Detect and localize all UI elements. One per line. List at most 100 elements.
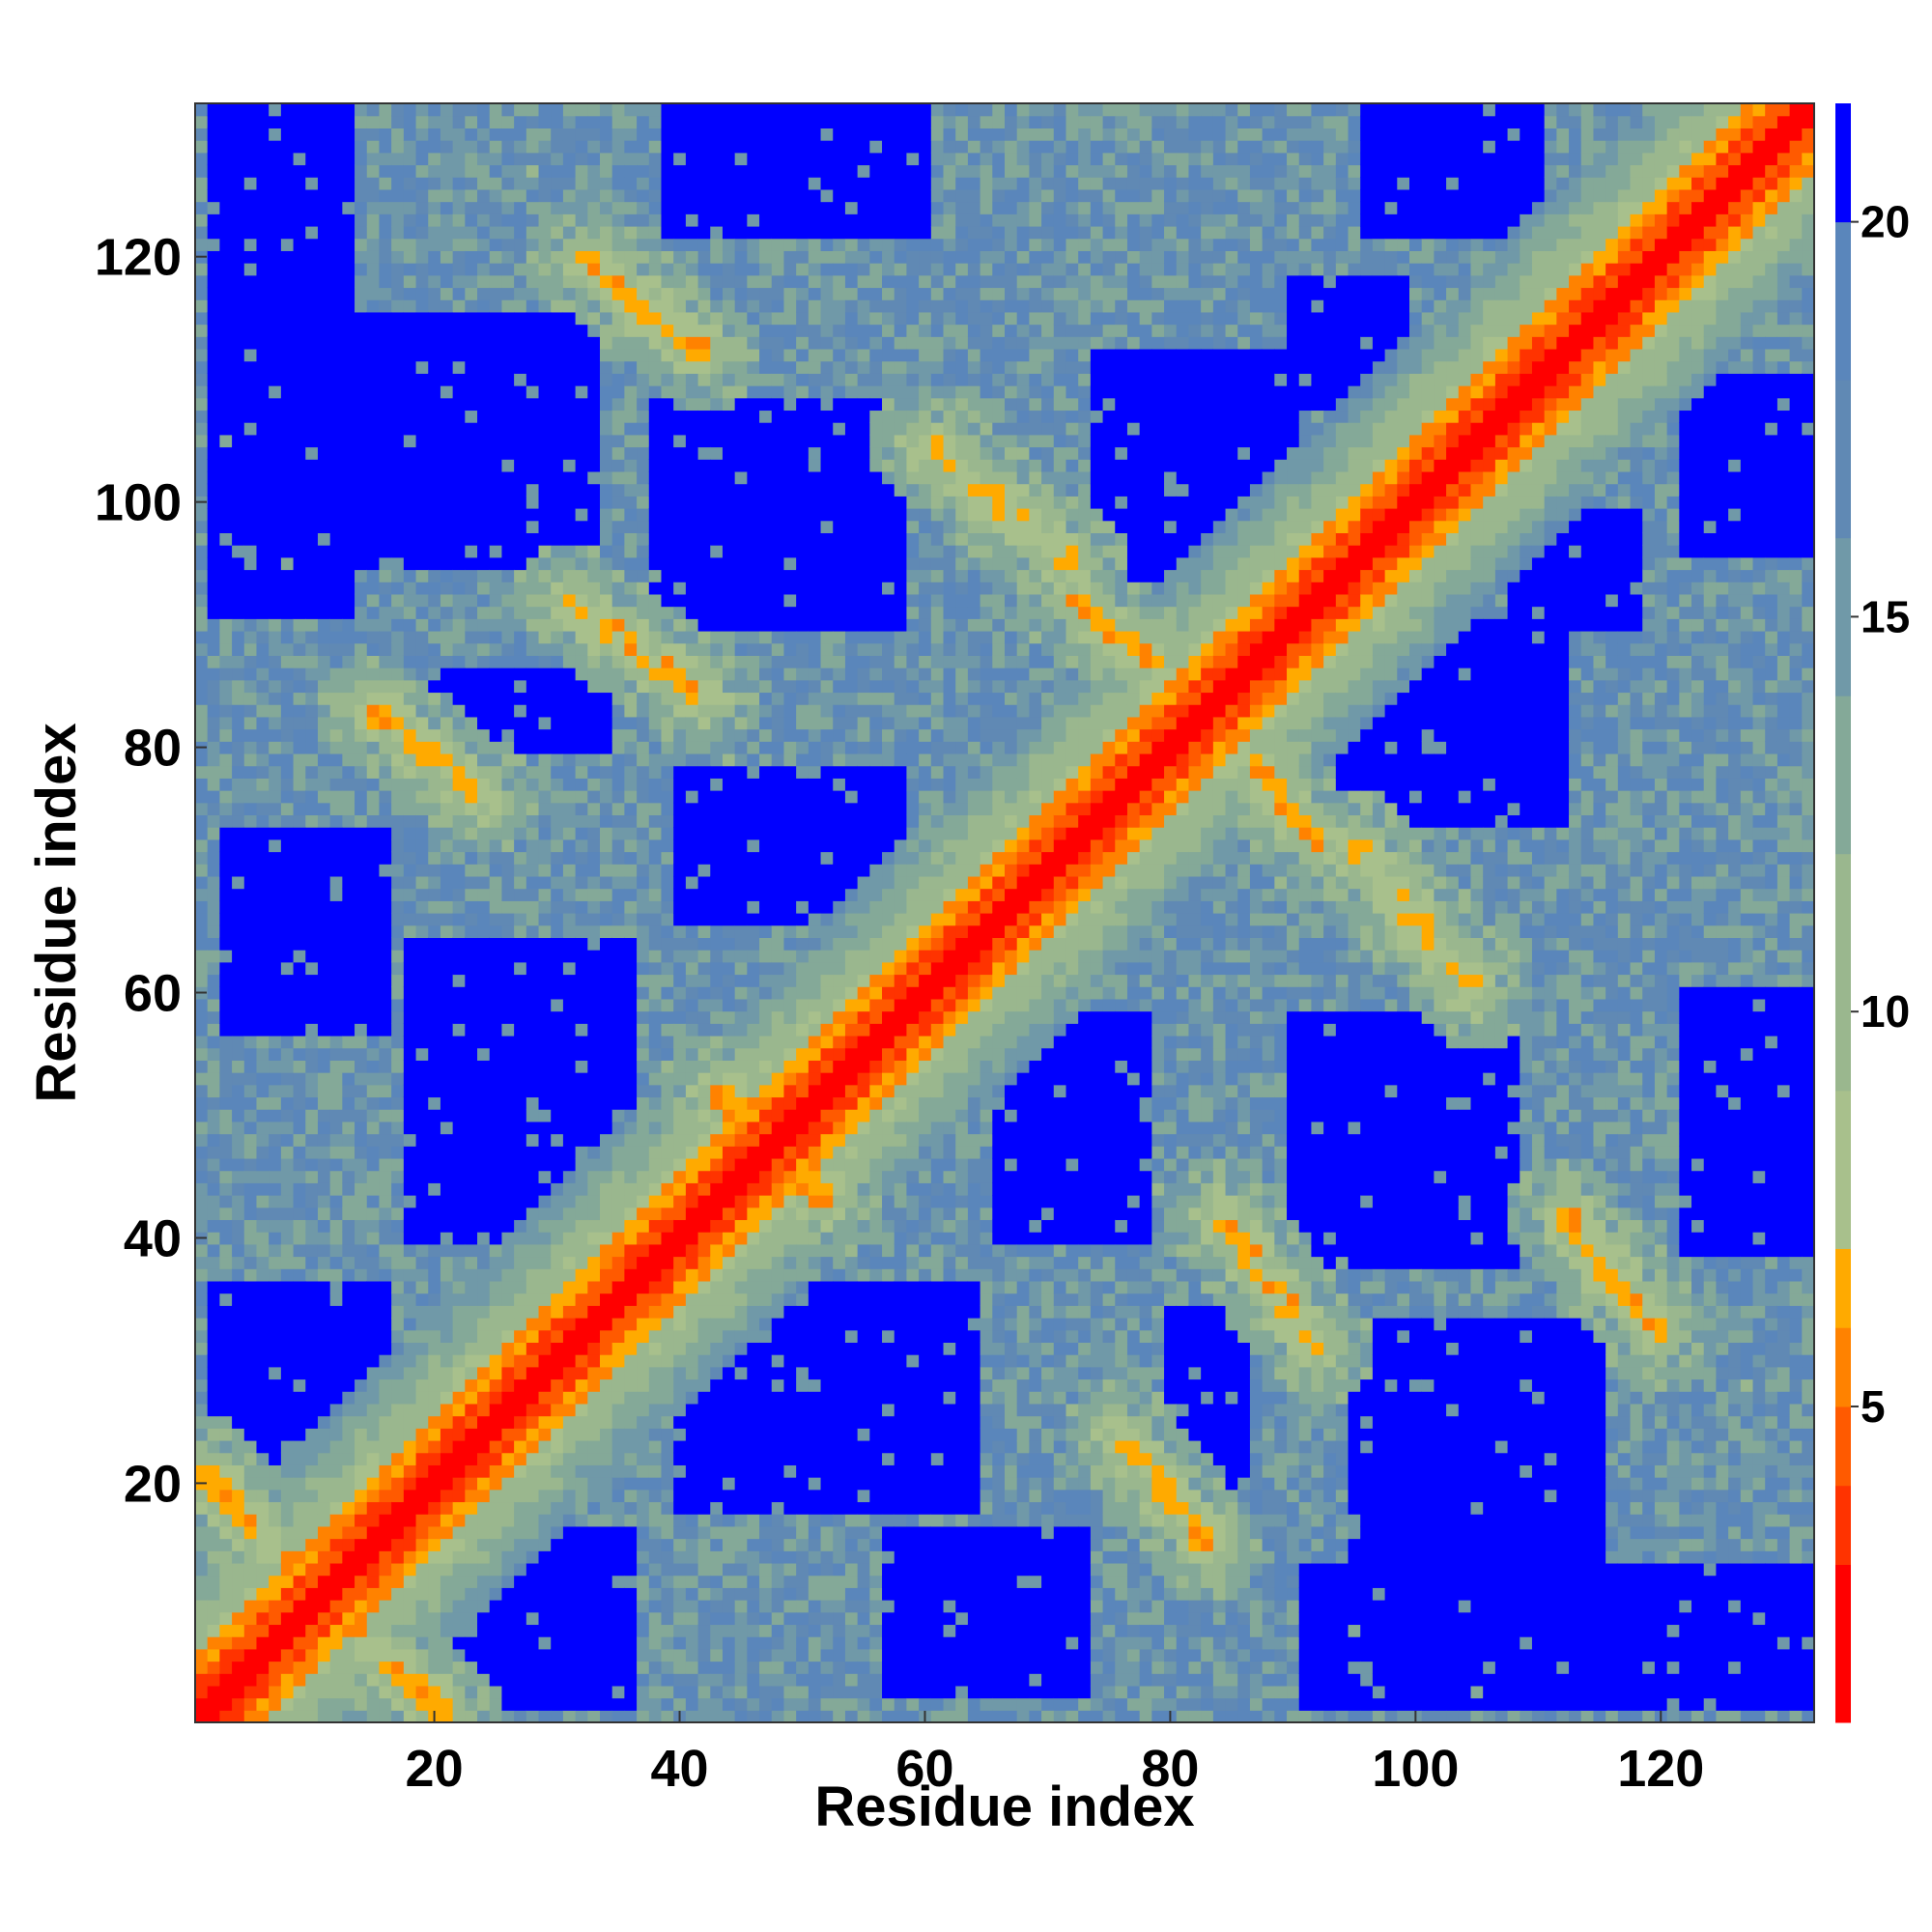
heatmap-cell — [305, 1182, 318, 1195]
heatmap-cell — [195, 778, 208, 790]
heatmap-cell — [219, 1109, 232, 1122]
heatmap-cell — [281, 1404, 294, 1416]
heatmap-cell — [244, 103, 257, 116]
heatmap-cell — [244, 521, 257, 533]
heatmap-cell — [355, 422, 367, 435]
heatmap-cell — [294, 521, 306, 533]
heatmap-cell — [281, 1182, 294, 1195]
heatmap-cell — [305, 299, 318, 312]
heatmap-cell — [219, 876, 232, 889]
heatmap-cell — [355, 1182, 367, 1195]
heatmap-cell — [379, 1624, 391, 1636]
heatmap-cell — [367, 1686, 380, 1698]
heatmap-cell — [367, 1122, 380, 1134]
heatmap-cell — [208, 1662, 220, 1674]
heatmap-cell — [232, 631, 244, 643]
heatmap-cell — [219, 1060, 232, 1072]
heatmap-cell — [195, 1514, 208, 1526]
heatmap-cell — [305, 410, 318, 422]
heatmap-cell — [367, 226, 380, 239]
heatmap-cell — [330, 1600, 343, 1612]
heatmap-cell — [391, 618, 404, 631]
heatmap-cell — [219, 1514, 232, 1526]
heatmap-cell — [256, 177, 269, 189]
heatmap-cell — [367, 1464, 380, 1477]
heatmap-cell — [219, 1378, 232, 1391]
heatmap-cell — [379, 1023, 391, 1036]
heatmap-cell — [232, 202, 244, 214]
heatmap-cell — [219, 1391, 232, 1404]
heatmap-cell — [391, 1244, 404, 1257]
heatmap-cell — [355, 925, 367, 938]
heatmap-cell — [232, 618, 244, 631]
heatmap-cell — [294, 643, 306, 656]
heatmap-cell — [244, 1171, 257, 1183]
heatmap-cell — [355, 336, 367, 349]
heatmap-cell — [195, 1096, 208, 1109]
heatmap-cell — [195, 1257, 208, 1269]
heatmap-cell — [281, 680, 294, 693]
heatmap-cell — [208, 778, 220, 790]
heatmap-cell — [367, 336, 380, 349]
heatmap-cell — [208, 986, 220, 999]
heatmap-cell — [330, 729, 343, 742]
heatmap-cell — [219, 937, 232, 950]
heatmap-cell — [256, 729, 269, 742]
heatmap-cell — [244, 471, 257, 484]
heatmap-cell — [294, 447, 306, 460]
heatmap-cell — [256, 1354, 269, 1367]
heatmap-cell — [355, 202, 367, 214]
heatmap-cell — [355, 962, 367, 975]
heatmap-cell — [281, 361, 294, 374]
heatmap-cell — [305, 827, 318, 839]
heatmap-cell — [219, 1011, 232, 1024]
heatmap-cell — [195, 1354, 208, 1367]
heatmap-cell — [318, 1281, 330, 1293]
heatmap-cell — [305, 202, 318, 214]
heatmap-cell — [342, 1612, 355, 1625]
heatmap-cell — [269, 717, 281, 729]
heatmap-cell — [269, 471, 281, 484]
heatmap-cell — [232, 140, 244, 153]
heatmap-cell — [318, 900, 330, 913]
heatmap-cell — [219, 1440, 232, 1453]
heatmap-cell — [208, 1576, 220, 1588]
heatmap-cell — [256, 900, 269, 913]
heatmap-cell — [367, 496, 380, 508]
heatmap-cell — [342, 435, 355, 447]
heatmap-cell — [232, 1195, 244, 1208]
heatmap-cell — [219, 986, 232, 999]
heatmap-cell — [281, 1085, 294, 1097]
heatmap-cell — [232, 1219, 244, 1232]
heatmap-cell — [281, 239, 294, 251]
heatmap-cell — [391, 557, 404, 570]
heatmap-cell — [305, 1464, 318, 1477]
heatmap-cell — [294, 1673, 306, 1686]
heatmap-cell — [305, 1208, 318, 1220]
heatmap-cell — [342, 325, 355, 337]
heatmap-cell — [305, 1158, 318, 1171]
heatmap-cell — [195, 1698, 208, 1711]
heatmap-cell — [379, 1612, 391, 1625]
heatmap-cell — [391, 484, 404, 497]
heatmap-cell — [256, 1636, 269, 1649]
heatmap-cell — [294, 1072, 306, 1085]
heatmap-cell — [330, 937, 343, 950]
heatmap-cell — [219, 435, 232, 447]
heatmap-cell — [294, 1367, 306, 1379]
heatmap-cell — [269, 766, 281, 779]
heatmap-cell — [195, 1576, 208, 1588]
heatmap-cell — [355, 325, 367, 337]
heatmap-cell — [318, 668, 330, 680]
heatmap-cell — [367, 1428, 380, 1440]
heatmap-cell — [355, 1244, 367, 1257]
heatmap-cell — [305, 766, 318, 779]
heatmap-cell — [294, 839, 306, 852]
heatmap-cell — [256, 1649, 269, 1662]
heatmap-cell — [367, 239, 380, 251]
heatmap-cell — [318, 717, 330, 729]
heatmap-cell — [244, 741, 257, 753]
heatmap-cell — [256, 1023, 269, 1036]
heatmap-cell — [281, 790, 294, 803]
heatmap-cell — [294, 1636, 306, 1649]
